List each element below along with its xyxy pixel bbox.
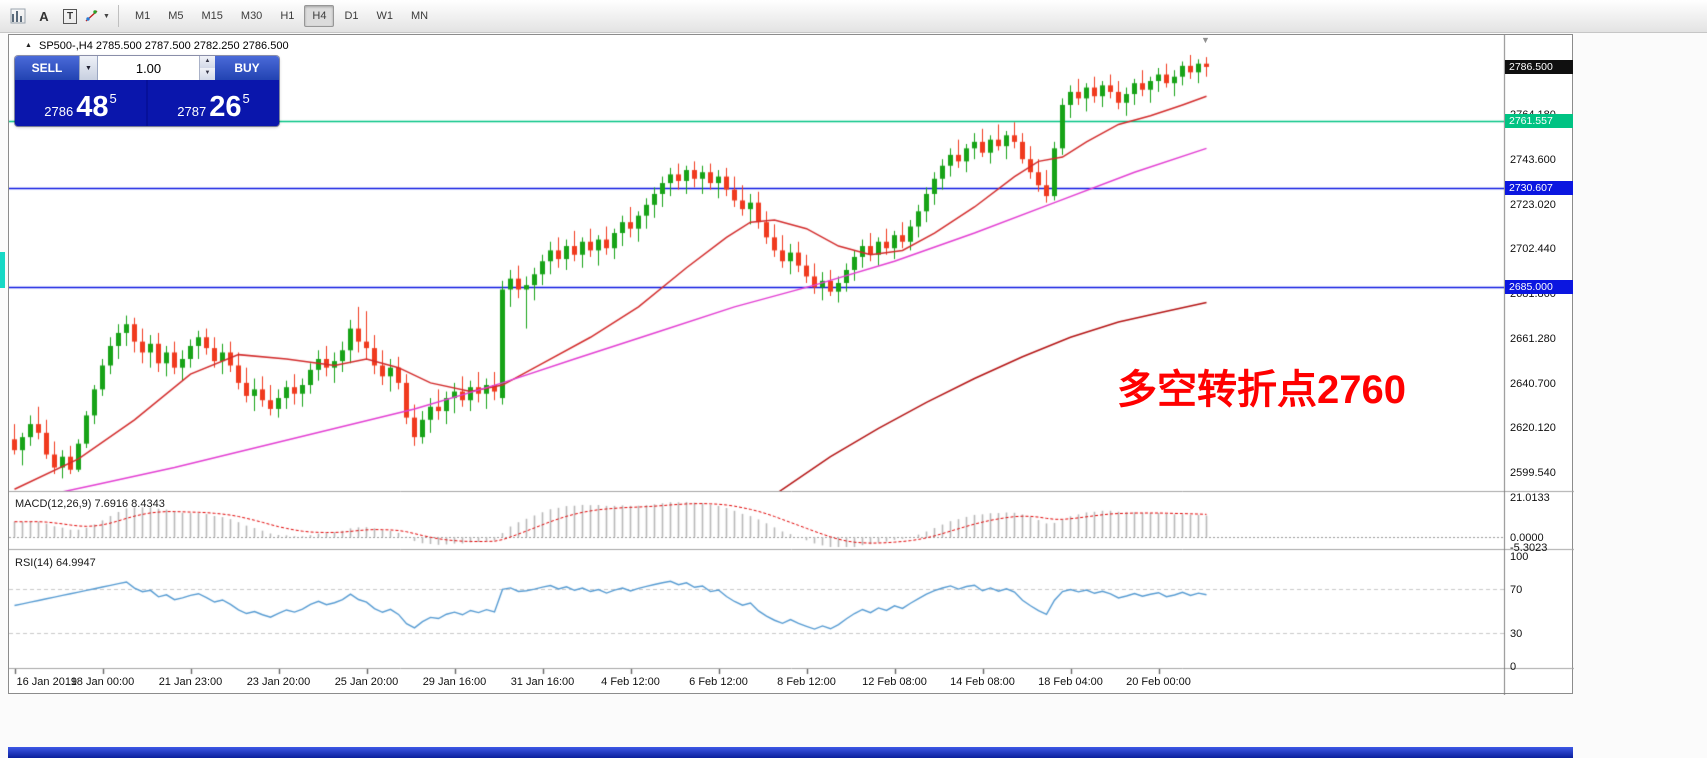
sell-button-label: SELL <box>31 61 63 75</box>
date-label: 4 Feb 12:00 <box>601 676 660 688</box>
price-axis-label: 2599.540 <box>1510 466 1556 479</box>
trade-panel-controls: SELL ▼ ▲ ▼ BUY <box>15 56 279 80</box>
date-label: 31 Jan 16:00 <box>510 676 575 688</box>
rsi-scale-label: 0 <box>1510 661 1517 673</box>
stepper-up-icon[interactable]: ▲ <box>200 56 215 68</box>
timeframe-M30[interactable]: M30 <box>240 10 263 22</box>
stepper-down-icon[interactable]: ▼ <box>200 68 215 80</box>
trade-panel-quotes: 2786 48 5 2787 26 5 <box>15 80 279 126</box>
price-chart-canvas[interactable] <box>9 35 1574 695</box>
price-axis-label: 2661.280 <box>1510 332 1556 345</box>
macd-scale-label: 21.0133 <box>1510 492 1550 504</box>
volume-stepper: ▲ ▼ <box>199 56 215 80</box>
date-label: 16 Jan 2019 <box>16 676 78 688</box>
macd-scale-label: -5.3023 <box>1510 542 1548 554</box>
rsi-scale-label: 70 <box>1510 584 1523 596</box>
horizontal-scrollbar[interactable] <box>8 747 1573 758</box>
buy-button-label: BUY <box>234 61 260 75</box>
date-label: 23 Jan 20:00 <box>246 676 311 688</box>
bar-chart-icon <box>10 8 26 24</box>
buy-button[interactable]: BUY <box>215 56 279 80</box>
bid-price-big: 48 <box>76 91 109 123</box>
date-label: 25 Jan 20:00 <box>334 676 399 688</box>
one-click-trading-panel: SELL ▼ ▲ ▼ BUY 2786 <box>15 56 279 126</box>
hline-price-tag: 2730.607 <box>1505 181 1573 196</box>
timeframe-M1[interactable]: M1 <box>134 10 151 22</box>
toolbar-separator <box>117 5 119 27</box>
date-label: 6 Feb 12:00 <box>689 676 748 688</box>
date-label: 14 Feb 08:00 <box>950 676 1015 688</box>
timeframe-M15[interactable]: M15 <box>201 10 223 22</box>
ask-price-prefix: 2787 <box>177 104 207 119</box>
date-label: 18 Feb 04:00 <box>1038 676 1103 688</box>
drawing-tools-button[interactable]: ▼ <box>84 4 110 28</box>
ohlc-values-label: 2785.500 2787.500 2782.250 2786.500 <box>95 40 289 52</box>
timeframe-W1[interactable]: W1 <box>376 10 394 22</box>
timeframe-H4[interactable]: H4 <box>304 5 335 27</box>
date-label: 18 Jan 00:00 <box>70 676 135 688</box>
chart-window: ▼ ▲ SP500-,H4 2785.500 2787.500 2782.250… <box>8 34 1574 695</box>
chevron-down-icon: ▼ <box>103 12 110 20</box>
bid-quote[interactable]: 2786 48 5 <box>15 80 146 126</box>
rsi-header: RSI(14) 64.9947 <box>15 557 96 569</box>
rsi-scale-label: 100 <box>1510 551 1529 563</box>
date-label: 20 Feb 00:00 <box>1126 676 1191 688</box>
price-axis-label: 2702.440 <box>1510 243 1556 256</box>
volume-dropdown-button[interactable]: ▼ <box>79 56 98 80</box>
sell-button[interactable]: SELL <box>15 56 79 80</box>
date-label: 12 Feb 08:00 <box>862 676 927 688</box>
ask-price-big: 26 <box>209 91 242 123</box>
current-price-tag: 2786.500 <box>1505 59 1573 74</box>
scroll-to-end-marker-icon[interactable]: ▼ <box>1201 35 1210 45</box>
hline-price-tag: 2685.000 <box>1505 280 1573 295</box>
macd-scale-label: 0.0000 <box>1510 531 1544 544</box>
volume-field-wrap: ▲ ▼ <box>98 56 215 80</box>
date-label: 29 Jan 16:00 <box>422 676 487 688</box>
timeframe-group: M1 M5 M15 M30 H1 H4 D1 W1 MN <box>126 5 437 27</box>
volume-input[interactable] <box>98 56 199 80</box>
chart-window-icon[interactable] <box>6 4 30 28</box>
price-axis-label: 2723.020 <box>1510 198 1556 211</box>
timeframe-M5[interactable]: M5 <box>168 10 184 22</box>
bid-price-prefix: 2786 <box>44 104 74 119</box>
text-tool-button[interactable]: T <box>58 4 82 28</box>
price-axis-label: 2640.700 <box>1510 377 1556 390</box>
price-axis-label: 2743.600 <box>1510 154 1556 167</box>
ask-quote[interactable]: 2787 26 5 <box>148 80 279 126</box>
macd-header: MACD(12,26,9) 7.6916 8.4343 <box>15 498 165 510</box>
ask-price-sup: 5 <box>242 91 250 106</box>
chevron-down-icon: ▼ <box>85 64 92 72</box>
date-label: 8 Feb 12:00 <box>777 676 836 688</box>
price-axis-label: 2620.120 <box>1510 422 1556 435</box>
date-label: 21 Jan 23:00 <box>158 676 223 688</box>
timeframe-MN[interactable]: MN <box>411 10 429 22</box>
label-tool-button[interactable]: A <box>32 4 56 28</box>
text-tool-glyph: T <box>62 8 78 24</box>
label-tool-glyph: A <box>39 8 49 24</box>
timeframe-H1[interactable]: H1 <box>280 10 295 22</box>
toolbar: A T ▼ M1 M5 M15 M30 H1 H4 D1 W1 MN <box>0 0 1707 33</box>
chart-ohlc-header: ▲ SP500-,H4 2785.500 2787.500 2782.250 2… <box>25 40 289 52</box>
drawing-tools-icon <box>85 10 98 22</box>
bid-price-sup: 5 <box>109 91 117 106</box>
timeframe-D1[interactable]: D1 <box>344 10 359 22</box>
left-edge-accent <box>0 252 5 288</box>
rsi-scale-label: 30 <box>1510 628 1523 640</box>
symbol-timeframe-label: SP500-,H4 <box>39 40 93 52</box>
collapse-arrow-icon[interactable]: ▲ <box>25 42 32 49</box>
chart-annotation-text[interactable]: 多空转折点2760 <box>1117 368 1406 412</box>
hline-price-tag: 2761.557 <box>1505 114 1573 129</box>
